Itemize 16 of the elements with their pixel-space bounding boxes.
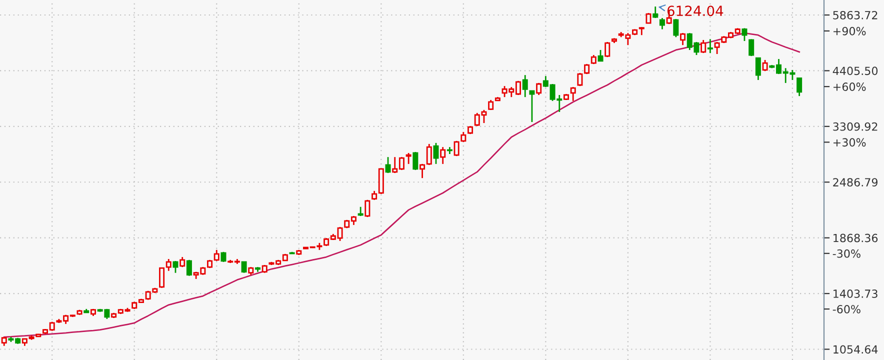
- candlestick: [446, 146, 452, 155]
- y-tick-label: 1868.36: [834, 234, 878, 242]
- y-tick-label: 5863.72: [833, 10, 878, 20]
- y-tick-label: 4405.50: [832, 66, 878, 76]
- y-tick-label: 1403.73: [834, 290, 878, 298]
- y-tick-label: 3309.92: [833, 122, 878, 131]
- candlestick: [440, 146, 446, 165]
- candlestick: [522, 74, 528, 98]
- y2-tick-label: -30%: [832, 249, 860, 258]
- y2-tick-label: +30%: [834, 138, 866, 147]
- y2-tick-label: +60%: [834, 82, 866, 91]
- annotation: 6124.04: [667, 6, 724, 16]
- y-tick-label: 1054.64: [834, 345, 878, 354]
- y2-tick-label: +90%: [834, 26, 866, 36]
- y-tick-label: 2486.79: [833, 178, 878, 186]
- y2-tick-label: -60%: [832, 304, 860, 314]
